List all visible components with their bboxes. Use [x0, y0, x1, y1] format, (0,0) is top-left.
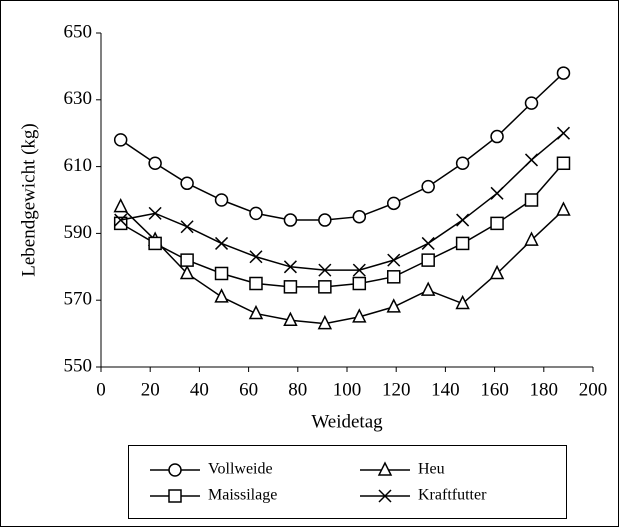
marker — [377, 461, 393, 476]
x-tick-label: 160 — [480, 379, 509, 400]
x-tick-label: 140 — [431, 379, 460, 400]
marker — [524, 193, 539, 207]
marker — [148, 206, 162, 220]
x-tick-label: 180 — [530, 379, 559, 400]
legend-item: Vollweide — [150, 461, 273, 478]
legend-label: Vollweide — [208, 461, 273, 478]
marker — [113, 216, 128, 231]
series-line — [120, 132, 564, 271]
marker — [214, 288, 229, 303]
y-tick-label: 610 — [64, 155, 93, 176]
marker — [421, 179, 435, 194]
marker — [556, 66, 571, 80]
x-axis-label: Weidetag — [311, 411, 383, 432]
marker — [524, 153, 539, 167]
marker — [378, 489, 392, 503]
y-axis-label: Lebendgewicht (kg) — [18, 123, 39, 277]
x-tick-label: 120 — [382, 379, 411, 400]
marker — [352, 209, 367, 224]
legend-item: Heu — [360, 461, 445, 478]
marker — [168, 463, 182, 477]
marker — [318, 263, 332, 277]
y-tick-label: 550 — [64, 355, 93, 376]
marker — [317, 314, 333, 330]
y-tick-label: 630 — [64, 88, 93, 109]
y-tick-label: 650 — [64, 21, 93, 42]
y-tick-label: 570 — [64, 289, 93, 310]
marker — [490, 129, 504, 144]
marker — [352, 263, 366, 277]
legend-label: Heu — [418, 461, 445, 478]
legend-label: Kraftfutter — [418, 487, 487, 504]
marker — [180, 176, 194, 191]
x-tick-label: 60 — [239, 379, 258, 400]
marker — [318, 213, 332, 227]
marker — [556, 156, 571, 171]
marker — [113, 198, 128, 213]
marker — [249, 206, 263, 221]
marker — [148, 236, 162, 251]
marker — [556, 126, 571, 140]
marker — [421, 253, 435, 267]
marker — [148, 156, 162, 171]
marker — [180, 220, 194, 234]
x-tick-label: 100 — [333, 379, 362, 400]
marker — [556, 201, 571, 216]
marker — [387, 253, 401, 267]
marker — [179, 264, 195, 280]
marker — [249, 276, 263, 291]
legend-item: Maissilage — [150, 487, 277, 504]
marker — [352, 276, 367, 291]
marker — [489, 264, 505, 280]
marker — [180, 253, 194, 267]
marker — [168, 489, 182, 503]
marker — [524, 231, 539, 246]
x-tick-label: 80 — [288, 379, 307, 400]
marker — [114, 213, 128, 227]
y-tick-label: 590 — [64, 222, 93, 243]
marker — [283, 280, 298, 294]
marker — [113, 133, 128, 147]
marker — [352, 308, 367, 323]
marker — [318, 280, 332, 294]
marker — [214, 193, 229, 207]
x-tick-label: 40 — [190, 379, 209, 400]
marker — [456, 213, 470, 227]
marker — [490, 216, 504, 231]
marker — [455, 294, 470, 310]
x-tick-label: 200 — [579, 379, 608, 400]
marker — [283, 260, 297, 274]
marker — [524, 96, 539, 110]
marker — [283, 213, 298, 227]
legend — [128, 445, 567, 519]
marker — [490, 186, 504, 200]
legend-item: Kraftfutter — [360, 487, 487, 504]
marker — [455, 156, 470, 171]
marker — [249, 250, 263, 264]
marker — [215, 236, 229, 250]
legend-label: Maissilage — [208, 487, 277, 504]
marker — [214, 266, 229, 281]
marker — [248, 304, 264, 320]
x-tick-label: 0 — [96, 379, 106, 400]
x-tick-label: 20 — [141, 379, 160, 400]
marker — [420, 281, 436, 296]
marker — [386, 196, 401, 211]
marker — [455, 236, 470, 251]
marker — [421, 236, 435, 250]
marker — [386, 298, 401, 313]
marker — [386, 270, 401, 284]
marker — [283, 311, 298, 326]
